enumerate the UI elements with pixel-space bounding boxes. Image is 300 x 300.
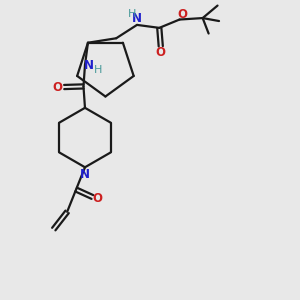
- Text: N: N: [132, 12, 142, 25]
- Text: O: O: [156, 46, 166, 59]
- Text: N: N: [80, 169, 90, 182]
- Text: H: H: [94, 65, 103, 75]
- Text: N: N: [83, 58, 94, 71]
- Text: O: O: [93, 192, 103, 205]
- Text: H: H: [128, 9, 136, 19]
- Text: O: O: [52, 80, 63, 94]
- Text: O: O: [178, 8, 188, 21]
